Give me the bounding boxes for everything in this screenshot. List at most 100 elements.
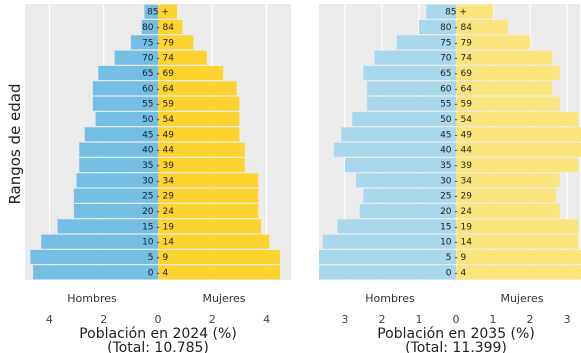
bar-hombres	[92, 81, 158, 96]
bar-hombres	[363, 65, 456, 81]
bar-mujeres	[456, 96, 560, 111]
bar-hombres	[79, 142, 158, 157]
x-tick-label: 3	[564, 313, 571, 326]
sex-label-hombres: Hombres	[365, 292, 415, 305]
bar-hombres	[333, 142, 456, 157]
bar-hombres	[57, 219, 159, 234]
bar-hombres	[359, 203, 456, 219]
bar-mujeres	[158, 111, 240, 127]
age-label: 0 - 4	[446, 268, 467, 278]
age-label: 75 - 79	[142, 38, 174, 48]
x-tick-label: 2	[100, 313, 107, 326]
bar-mujeres	[158, 127, 240, 142]
bar-mujeres	[456, 111, 579, 127]
age-label: 5 - 9	[446, 253, 467, 263]
x-tick-label: 2	[378, 313, 385, 326]
bar-mujeres	[158, 4, 177, 19]
bar-hombres	[141, 19, 158, 35]
bar-mujeres	[456, 81, 553, 96]
age-label: 15 - 19	[142, 222, 174, 232]
x-tick-label: 4	[46, 313, 53, 326]
bar-hombres	[319, 265, 456, 280]
bar-mujeres	[158, 157, 245, 173]
x-tick-label: 1	[415, 313, 422, 326]
sex-label-mujeres: Mujeres	[500, 292, 543, 305]
x-tick-label: 2	[209, 313, 216, 326]
x-axis-title: Población en 2035 (%)	[377, 326, 535, 342]
bar-mujeres	[456, 203, 560, 219]
bar-hombres	[344, 157, 456, 173]
bar-mujeres	[456, 4, 494, 19]
x-tick-label: 0	[453, 313, 460, 326]
age-label: 55 - 59	[142, 100, 174, 110]
bar-hombres	[144, 4, 158, 19]
bar-hombres	[356, 173, 456, 188]
bar-mujeres	[456, 265, 581, 280]
age-label: 65 - 69	[142, 69, 174, 79]
bar-mujeres	[456, 173, 560, 188]
age-label: 10 - 14	[440, 238, 472, 248]
bar-mujeres	[456, 188, 556, 203]
bar-hombres	[41, 234, 158, 249]
bar-mujeres	[158, 265, 281, 280]
age-label: 70 - 74	[440, 54, 472, 64]
bar-hombres	[73, 203, 158, 219]
age-label: 40 - 44	[440, 146, 472, 156]
age-label: 55 - 59	[440, 100, 472, 110]
bar-hombres	[114, 50, 158, 65]
age-label: 15 - 19	[440, 222, 472, 232]
age-label: 35 - 39	[142, 161, 174, 171]
bar-mujeres	[456, 234, 579, 249]
y-axis-label: Rangos de edad	[6, 83, 24, 204]
bar-hombres	[418, 19, 456, 35]
age-label: 80 - 84	[142, 23, 174, 33]
bar-hombres	[374, 50, 456, 65]
x-tick-label: 3	[341, 313, 348, 326]
age-label: 60 - 64	[142, 84, 174, 94]
bar-hombres	[95, 111, 158, 127]
age-label: 40 - 44	[142, 146, 174, 156]
age-label: 45 - 49	[142, 130, 174, 140]
bar-hombres	[76, 173, 158, 188]
age-label: 85 +	[147, 8, 169, 18]
age-label: 45 - 49	[440, 130, 472, 140]
bar-hombres	[367, 81, 456, 96]
age-label: 85 +	[445, 8, 467, 18]
x-tick-label: 0	[155, 313, 162, 326]
bar-hombres	[319, 249, 456, 265]
bar-hombres	[79, 157, 158, 173]
sex-label-mujeres: Mujeres	[202, 292, 245, 305]
bar-mujeres	[158, 173, 259, 188]
bar-mujeres	[158, 65, 224, 81]
bar-mujeres	[158, 142, 245, 157]
x-tick-label: 1	[490, 313, 497, 326]
bar-mujeres	[456, 19, 508, 35]
pyramid-panel-1: 0 - 4 5 - 9 10 - 14 15 - 19 20 - 24 25 - 29 30…	[25, 4, 291, 353]
bar-hombres	[337, 219, 456, 234]
bar-hombres	[130, 35, 158, 50]
bar-mujeres	[456, 50, 553, 65]
age-label: 60 - 64	[440, 84, 472, 94]
bar-hombres	[363, 188, 456, 203]
bar-mujeres	[158, 234, 270, 249]
bar-hombres	[73, 188, 158, 203]
x-tick-label: 2	[527, 313, 534, 326]
bar-hombres	[352, 111, 456, 127]
bar-mujeres	[456, 127, 581, 142]
age-label: 20 - 24	[440, 207, 472, 217]
bar-hombres	[33, 265, 159, 280]
bar-mujeres	[158, 50, 207, 65]
bar-mujeres	[158, 19, 183, 35]
age-label: 0 - 4	[148, 268, 169, 278]
age-label: 50 - 54	[142, 115, 174, 125]
sex-label-hombres: Hombres	[67, 292, 117, 305]
bar-mujeres	[158, 219, 262, 234]
bar-hombres	[341, 127, 456, 142]
age-label: 65 - 69	[440, 69, 472, 79]
x-axis-title: Población en 2024 (%)	[79, 326, 237, 342]
age-label: 80 - 84	[440, 23, 472, 33]
age-label: 20 - 24	[142, 207, 174, 217]
bar-mujeres	[158, 35, 194, 50]
